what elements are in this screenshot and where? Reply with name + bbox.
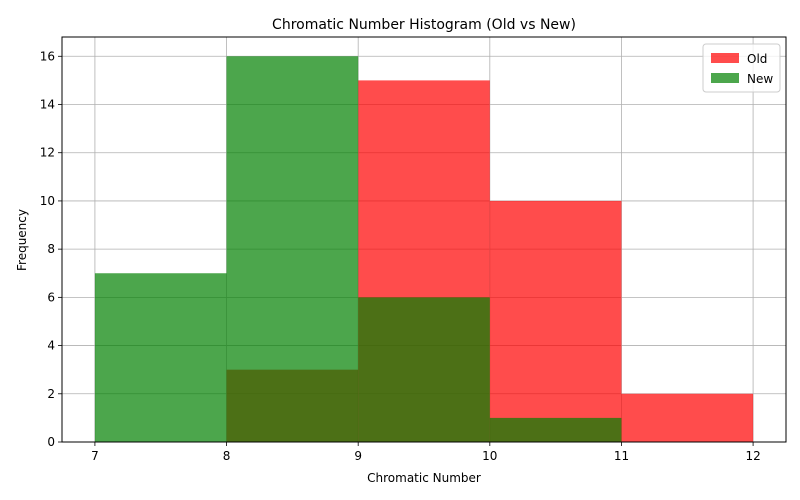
- legend-label-new: New: [747, 72, 773, 86]
- legend-label-old: Old: [747, 52, 767, 66]
- y-tick-label-8: 8: [47, 242, 55, 256]
- legend-swatch-old: [711, 53, 739, 63]
- chart-title: Chromatic Number Histogram (Old vs New): [272, 17, 576, 33]
- bars: [94, 56, 754, 443]
- y-tick-label-2: 2: [47, 387, 55, 401]
- legend: Old New: [702, 43, 781, 93]
- x-tick-label-12: 12: [745, 449, 760, 463]
- y-tick-label-0: 0: [47, 435, 55, 449]
- bar-new-7: [94, 273, 227, 442]
- x-tick-label-8: 8: [223, 449, 231, 463]
- bar-old-11: [621, 393, 754, 442]
- y-axis-ticks: 0 2 4 6 8 10 12 14 16: [40, 49, 62, 449]
- bar-old-10: [489, 200, 622, 442]
- x-axis-label: Chromatic Number: [367, 471, 481, 485]
- y-tick-label-16: 16: [40, 49, 55, 63]
- y-tick-label-4: 4: [47, 339, 55, 353]
- legend-swatch-new: [711, 73, 739, 83]
- x-axis-ticks: 7 8 9 10 11 12: [91, 442, 761, 463]
- y-tick-label-14: 14: [40, 98, 55, 112]
- bar-new-8: [226, 56, 359, 443]
- x-tick-label-10: 10: [482, 449, 497, 463]
- y-tick-label-6: 6: [47, 290, 55, 304]
- y-axis-label: Frequency: [15, 209, 29, 271]
- y-tick-label-12: 12: [40, 146, 55, 160]
- x-tick-label-7: 7: [91, 449, 99, 463]
- x-tick-label-11: 11: [614, 449, 629, 463]
- bar-new-10: [489, 417, 622, 442]
- y-tick-label-10: 10: [40, 194, 55, 208]
- bar-new-9: [358, 297, 490, 442]
- x-tick-label-9: 9: [354, 449, 362, 463]
- plot-frame: [61, 36, 787, 443]
